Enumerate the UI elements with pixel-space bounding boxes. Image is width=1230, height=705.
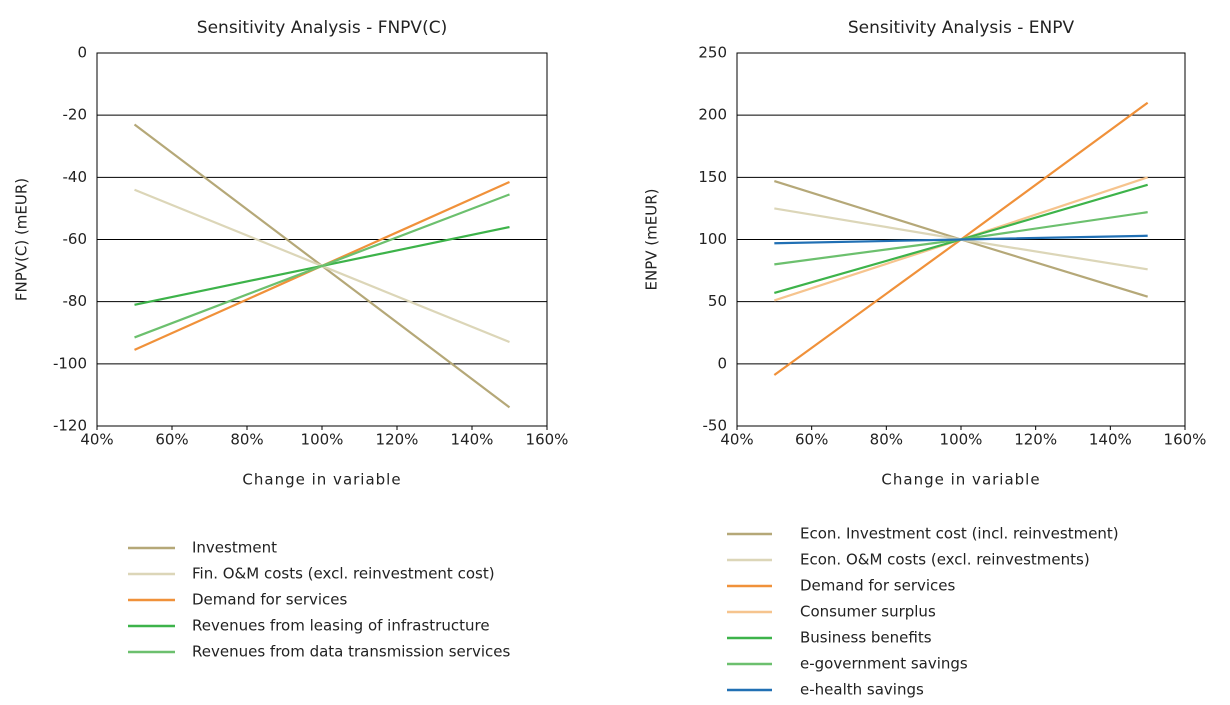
legend-label: Revenues from leasing of infrastructure xyxy=(192,617,490,635)
y-tick-label: -80 xyxy=(63,292,88,310)
x-tick-label: 60% xyxy=(795,431,828,449)
y-tick-label: 250 xyxy=(698,44,727,62)
x-tick-label: 40% xyxy=(720,431,753,449)
x-axis-label: Change in variable xyxy=(881,471,1040,489)
legend-label: Fin. O&M costs (excl. reinvestment cost) xyxy=(192,565,495,583)
y-tick-label: -50 xyxy=(703,417,728,435)
x-axis-label: Change in variable xyxy=(242,471,401,489)
x-tick-label: 80% xyxy=(230,431,263,449)
legend-label: Econ. O&M costs (excl. reinvestments) xyxy=(800,551,1090,569)
x-tick-label: 160% xyxy=(1164,431,1207,449)
x-tick-label: 160% xyxy=(526,431,569,449)
x-tick-label: 140% xyxy=(451,431,494,449)
legend-label: e-government savings xyxy=(800,655,968,673)
y-tick-label: -40 xyxy=(63,168,88,186)
y-axis-label: ENPV (mEUR) xyxy=(643,189,661,291)
y-tick-label: 100 xyxy=(698,230,727,248)
plot-frame xyxy=(736,52,1186,427)
y-tick-label: 50 xyxy=(708,292,727,310)
x-tick-label: 100% xyxy=(301,431,344,449)
legend-label: Econ. Investment cost (incl. reinvestmen… xyxy=(800,525,1119,543)
x-tick-label: 80% xyxy=(870,431,903,449)
series-line xyxy=(774,234,1148,245)
legend-label: e-health savings xyxy=(800,681,924,699)
legend-label: Investment xyxy=(192,539,277,557)
x-tick-label: 60% xyxy=(155,431,188,449)
y-tick-label: 0 xyxy=(717,354,727,372)
y-tick-label: 0 xyxy=(77,44,87,62)
legend-label: Revenues from data transmission services xyxy=(192,643,510,661)
series-line xyxy=(134,193,510,339)
x-tick-label: 120% xyxy=(1014,431,1057,449)
y-tick-label: 200 xyxy=(698,106,727,124)
y-tick-label: -60 xyxy=(63,230,88,248)
y-tick-label: -20 xyxy=(63,106,88,124)
legend-label: Demand for services xyxy=(800,577,956,595)
legend-label: Demand for services xyxy=(192,591,348,609)
y-tick-label: -120 xyxy=(53,417,87,435)
x-tick-label: 100% xyxy=(940,431,983,449)
y-axis-label: FNPV(C) (mEUR) xyxy=(13,178,31,301)
legend-label: Business benefits xyxy=(800,629,932,647)
plot-frame xyxy=(96,52,548,427)
chart-title: Sensitivity Analysis - FNPV(C) xyxy=(197,18,447,38)
x-tick-label: 140% xyxy=(1089,431,1132,449)
chart-title: Sensitivity Analysis - ENPV xyxy=(848,18,1075,38)
legend-label: Consumer surplus xyxy=(800,603,936,621)
y-tick-label: -100 xyxy=(53,354,87,372)
x-tick-label: 120% xyxy=(376,431,419,449)
y-tick-label: 150 xyxy=(698,168,727,186)
x-tick-label: 40% xyxy=(80,431,113,449)
